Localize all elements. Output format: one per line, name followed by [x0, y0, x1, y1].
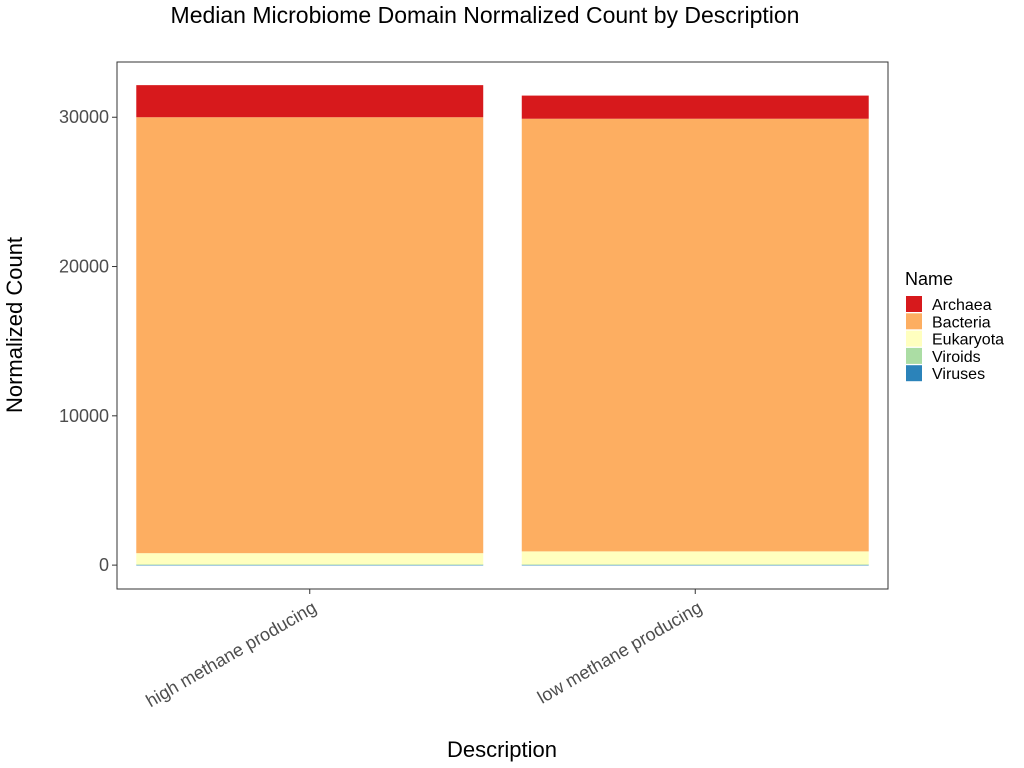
bar-viroids-low-methane-producing [521, 564, 869, 565]
legend-label-viruses: Viruses [932, 366, 985, 383]
x-axis-title: Description [447, 737, 557, 762]
legend: Name ArchaeaBacteriaEukaryotaViroidsViru… [905, 269, 1004, 383]
bar-bacteria-high-methane-producing [136, 117, 484, 554]
bar-eukaryota-low-methane-producing [521, 551, 869, 565]
legend-label-archaea: Archaea [932, 297, 992, 314]
bar-viroids-high-methane-producing [136, 564, 484, 565]
legend-swatch-viroids [906, 347, 922, 364]
y-axis-title: Normalized Count [2, 237, 27, 413]
legend-swatch-eukaryota [906, 330, 922, 347]
legend-title: Name [905, 269, 953, 289]
legend-label-viroids: Viroids [932, 349, 981, 366]
chart-title: Median Microbiome Domain Normalized Coun… [171, 2, 800, 28]
y-tick-label: 20000 [59, 257, 109, 277]
y-tick-label: 30000 [59, 107, 109, 127]
legend-swatch-archaea [906, 296, 922, 312]
x-tick-label: low methane producing [534, 597, 705, 707]
legend-swatch-bacteria [906, 313, 922, 330]
legend-label-eukaryota: Eukaryota [932, 332, 1004, 349]
bar-viruses-low-methane-producing [521, 564, 869, 566]
legend-swatch-viruses [906, 365, 922, 382]
bar-viruses-high-methane-producing [136, 564, 484, 566]
bar-bacteria-low-methane-producing [521, 118, 869, 552]
bar-archaea-high-methane-producing [136, 85, 484, 118]
plot-panel-border [116, 61, 889, 590]
bar-eukaryota-high-methane-producing [136, 553, 484, 565]
bar-archaea-low-methane-producing [521, 95, 869, 119]
plot-area [136, 85, 869, 566]
legend-label-bacteria: Bacteria [932, 314, 991, 331]
y-tick-label: 0 [99, 555, 109, 575]
x-tick-label: high methane producing [142, 597, 319, 711]
y-tick-label: 10000 [59, 406, 109, 426]
